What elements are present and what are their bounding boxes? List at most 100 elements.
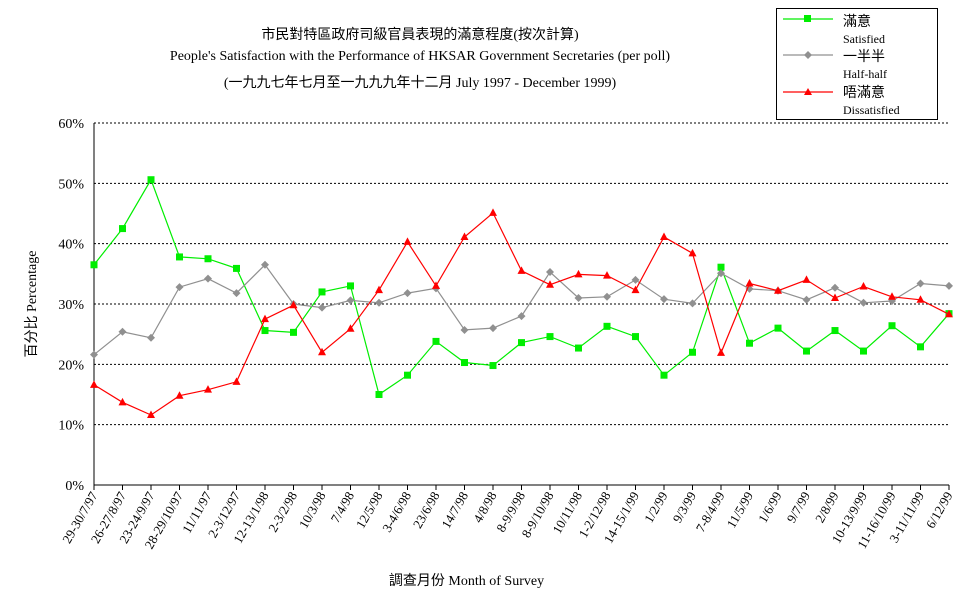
data-point-half-half bbox=[118, 327, 127, 336]
data-point-half-half bbox=[346, 296, 355, 305]
data-point-satisfied bbox=[774, 324, 782, 332]
data-point-satisfied bbox=[689, 348, 696, 356]
data-point-dissatisfied bbox=[774, 286, 782, 294]
data-point-dissatisfied bbox=[175, 391, 184, 399]
data-point-dissatisfied bbox=[574, 269, 583, 278]
data-point-dissatisfied bbox=[631, 285, 640, 294]
y-tick-label: 60% bbox=[58, 117, 84, 132]
data-point-satisfied bbox=[347, 282, 354, 290]
data-point-half-half bbox=[916, 279, 925, 288]
data-point-half-half bbox=[546, 268, 554, 277]
data-point-half-half bbox=[147, 333, 155, 342]
data-point-half-half bbox=[318, 303, 326, 312]
data-point-satisfied bbox=[518, 339, 525, 347]
data-point-dissatisfied bbox=[375, 285, 383, 294]
data-point-dissatisfied bbox=[460, 232, 469, 241]
data-point-dissatisfied bbox=[888, 292, 896, 300]
data-point-dissatisfied bbox=[688, 248, 697, 257]
data-point-half-half bbox=[517, 312, 526, 321]
series-line-satisfied bbox=[93, 178, 950, 396]
legend-label-satisfied-en: Satisfied bbox=[843, 32, 885, 46]
data-point-satisfied bbox=[575, 344, 582, 352]
data-point-dissatisfied bbox=[204, 385, 212, 393]
data-point-satisfied bbox=[204, 255, 212, 263]
data-point-satisfied bbox=[860, 347, 867, 355]
data-point-half-half bbox=[574, 293, 583, 302]
x-tick-label: 6/12/99 bbox=[923, 489, 956, 531]
data-point-satisfied bbox=[888, 322, 896, 330]
data-point-dissatisfied bbox=[945, 309, 953, 318]
data-point-dissatisfied bbox=[489, 208, 497, 216]
y-tick-label: 0% bbox=[65, 479, 84, 494]
data-point-satisfied bbox=[461, 359, 468, 367]
data-point-satisfied bbox=[803, 347, 810, 355]
y-axis-title: 百分比 Percentage bbox=[24, 251, 40, 358]
x-tick-label: 1/2/99 bbox=[641, 489, 671, 525]
x-tick-label: 7/4/98 bbox=[327, 489, 357, 525]
legend-swatch-satisfied bbox=[783, 15, 833, 22]
data-point-half-half bbox=[859, 298, 868, 307]
x-axis-title: 調查月份 Month of Survey bbox=[389, 573, 544, 589]
y-tick-label: 20% bbox=[58, 358, 84, 373]
data-point-half-half bbox=[175, 283, 184, 292]
legend-swatch-half-half bbox=[783, 51, 833, 59]
data-point-dissatisfied bbox=[261, 314, 269, 323]
data-point-dissatisfied bbox=[859, 282, 868, 290]
data-point-half-half bbox=[90, 350, 98, 359]
data-point-dissatisfied bbox=[289, 300, 298, 309]
data-point-half-half bbox=[945, 281, 953, 290]
x-tick-label: 23/6/98 bbox=[410, 489, 443, 531]
data-point-satisfied bbox=[632, 333, 639, 341]
data-point-dissatisfied bbox=[546, 280, 554, 288]
data-point-satisfied bbox=[831, 327, 839, 335]
data-point-half-half bbox=[460, 325, 469, 334]
data-point-dissatisfied bbox=[916, 295, 925, 303]
data-point-half-half bbox=[375, 298, 383, 307]
data-point-satisfied bbox=[404, 371, 411, 379]
legend-label-half-half-zh: 一半半 bbox=[843, 50, 885, 65]
data-point-half-half bbox=[831, 283, 839, 292]
legend-label-half-half-en: Half-half bbox=[843, 67, 887, 81]
data-point-dissatisfied bbox=[403, 237, 412, 245]
chart-title: 市民對特區政府司級官員表現的滿意程度(按次計算) bbox=[261, 28, 579, 43]
data-point-dissatisfied bbox=[232, 377, 241, 385]
data-point-half-half bbox=[802, 295, 811, 304]
chart-subtitle-english: People's Satisfaction with the Performan… bbox=[169, 49, 671, 64]
legend-label-dissatisfied-en: Dissatisfied bbox=[843, 103, 900, 117]
data-point-dissatisfied bbox=[147, 410, 155, 419]
data-point-half-half bbox=[261, 260, 269, 269]
data-point-dissatisfied bbox=[90, 380, 98, 388]
x-tick-label: 4/8/98 bbox=[470, 489, 500, 525]
data-point-satisfied bbox=[90, 261, 98, 269]
x-tick-label: 14/7/98 bbox=[438, 489, 471, 531]
x-tick-label: 1/6/99 bbox=[755, 489, 785, 525]
x-tick-label: 9/3/99 bbox=[669, 489, 699, 525]
y-tick-label: 40% bbox=[58, 238, 84, 253]
data-point-half-half bbox=[232, 289, 241, 298]
data-point-satisfied bbox=[746, 339, 753, 347]
data-point-satisfied bbox=[176, 253, 183, 261]
data-point-satisfied bbox=[660, 371, 668, 379]
legend-label-satisfied-zh: 滿意 bbox=[843, 15, 871, 30]
data-point-half-half bbox=[660, 295, 668, 304]
data-point-dissatisfied bbox=[660, 232, 668, 241]
data-point-satisfied bbox=[119, 225, 126, 233]
data-point-satisfied bbox=[432, 337, 440, 345]
legend-swatches bbox=[783, 15, 833, 95]
data-point-dissatisfied bbox=[745, 278, 754, 287]
data-point-satisfied bbox=[318, 288, 326, 296]
data-point-satisfied bbox=[917, 343, 924, 351]
legend-label-dissatisfied-zh: 唔滿意 bbox=[843, 86, 885, 101]
data-point-satisfied bbox=[290, 328, 297, 336]
data-point-half-half bbox=[489, 324, 497, 333]
data-point-half-half bbox=[717, 269, 725, 278]
y-tick-label: 30% bbox=[58, 298, 84, 313]
data-point-dissatisfied bbox=[432, 281, 440, 289]
data-point-half-half bbox=[204, 274, 212, 283]
data-point-satisfied bbox=[489, 362, 497, 370]
data-point-satisfied bbox=[717, 263, 725, 271]
data-point-satisfied bbox=[233, 264, 240, 272]
data-point-half-half bbox=[603, 292, 611, 301]
data-point-dissatisfied bbox=[603, 271, 611, 279]
chart-subtitle-period: (一九九七年七月至一九九九年十二月 July 1997 - December 1… bbox=[223, 76, 617, 91]
